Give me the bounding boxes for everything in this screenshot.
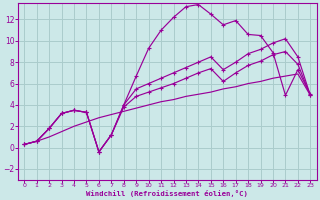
X-axis label: Windchill (Refroidissement éolien,°C): Windchill (Refroidissement éolien,°C) — [86, 190, 248, 197]
